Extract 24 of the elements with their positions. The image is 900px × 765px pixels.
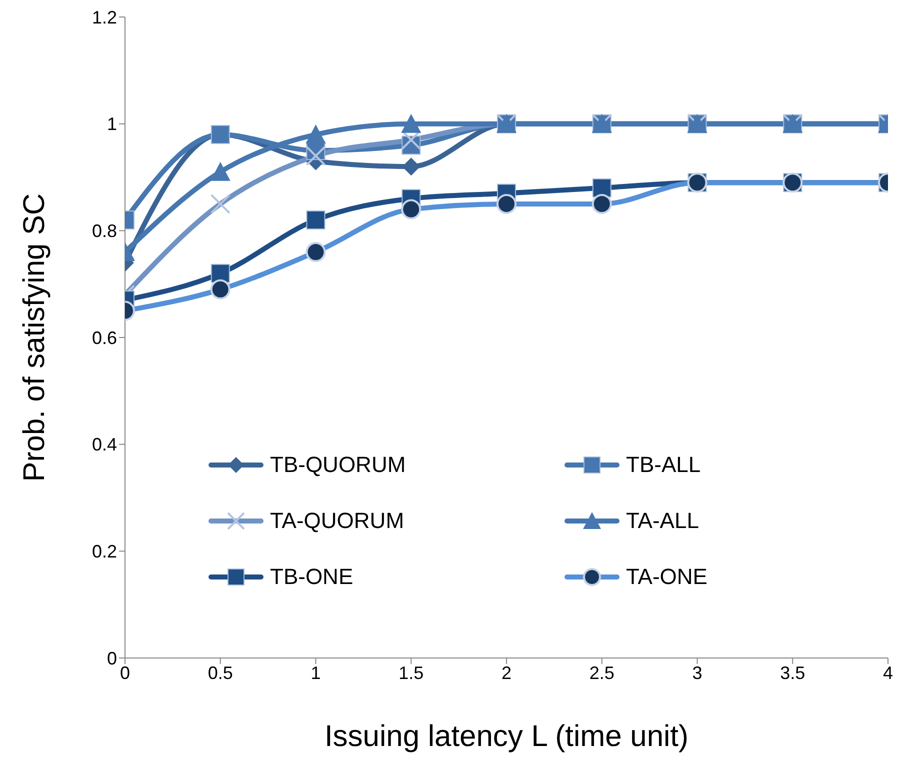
legend-label: TA-ONE [626,564,708,590]
x-tick-label: 3 [692,662,702,683]
y-tick-label: 0.4 [92,434,117,455]
y-tick-label: 0.6 [92,328,117,348]
x-tick-label: 0 [120,662,130,683]
legend-label: TB-QUORUM [270,452,406,478]
x-tick-label: 3.5 [780,662,806,683]
x-tick-label: 2 [501,662,512,683]
legend-label: TA-ALL [626,508,699,534]
x-tick-label: 4 [882,662,894,683]
x-tick-label: 1.5 [398,662,424,683]
y-tick-label: 0.2 [92,542,117,562]
y-tick-label: 0.8 [92,221,117,242]
y-tick-label: 0 [106,648,117,668]
y-tick-label: 1.2 [92,7,117,28]
legend-label: TB-ALL [626,452,701,478]
legend-label: TB-ONE [270,564,354,590]
y-tick-label: 1 [106,114,117,134]
x-tick-label: 2.5 [589,662,614,683]
legend-label: TA-QUORUM [270,508,404,534]
x-axis-title: Issuing latency L (time unit) [324,720,689,753]
x-tick-label: 0.5 [208,662,233,683]
x-tick-label: 1 [310,662,321,683]
y-axis-title: Prob. of satisfying SC [18,193,51,482]
